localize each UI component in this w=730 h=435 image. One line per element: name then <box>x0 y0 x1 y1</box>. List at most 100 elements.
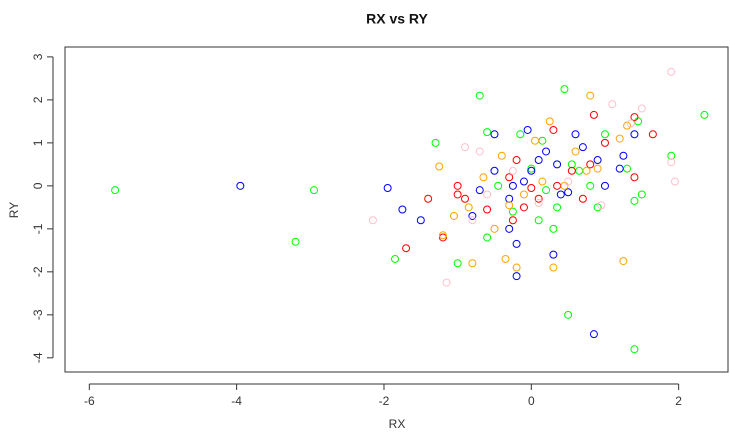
point <box>578 143 587 152</box>
point <box>623 164 632 173</box>
point <box>368 216 377 225</box>
point <box>630 113 639 122</box>
point <box>527 164 536 173</box>
point <box>549 263 558 272</box>
point <box>615 134 624 143</box>
x-tick-label: -6 <box>84 394 95 408</box>
point <box>549 224 558 233</box>
point <box>553 203 562 212</box>
point <box>549 125 558 134</box>
point <box>534 156 543 165</box>
y-tick-label: -1 <box>31 223 45 234</box>
point <box>560 181 569 190</box>
point <box>483 205 492 214</box>
point <box>667 158 676 167</box>
point <box>582 166 591 175</box>
point <box>402 244 411 253</box>
point <box>597 201 606 210</box>
point <box>483 233 492 242</box>
point <box>586 181 595 190</box>
point <box>567 160 576 169</box>
point <box>619 151 628 160</box>
point <box>398 205 407 214</box>
point <box>449 211 458 220</box>
point <box>461 194 470 203</box>
point <box>600 130 609 139</box>
point <box>490 224 499 233</box>
point <box>435 162 444 171</box>
point <box>593 164 602 173</box>
point <box>571 147 580 156</box>
point <box>490 166 499 175</box>
point <box>453 181 462 190</box>
point <box>505 224 514 233</box>
point <box>111 186 120 195</box>
point <box>534 194 543 203</box>
x-axis-label: RX <box>389 417 406 431</box>
point <box>479 173 488 182</box>
point <box>578 194 587 203</box>
point <box>700 110 709 119</box>
point <box>512 272 521 281</box>
point <box>593 156 602 165</box>
point <box>626 119 635 128</box>
point <box>442 278 451 287</box>
point <box>637 104 646 113</box>
point <box>615 164 624 173</box>
point <box>534 216 543 225</box>
point <box>530 136 539 145</box>
point <box>468 259 477 268</box>
x-tick-label: 0 <box>528 394 535 408</box>
point <box>637 190 646 199</box>
point <box>512 239 521 248</box>
point <box>564 188 573 197</box>
point <box>542 147 551 156</box>
point <box>527 166 536 175</box>
point <box>564 310 573 319</box>
y-tick-label: 0 <box>31 182 45 189</box>
x-tick-label: -4 <box>231 394 242 408</box>
point <box>505 201 514 210</box>
point <box>391 254 400 263</box>
point <box>501 254 510 263</box>
point <box>497 151 506 160</box>
point <box>505 194 514 203</box>
y-tick-label: 2 <box>31 96 45 103</box>
point <box>586 91 595 100</box>
point <box>630 196 639 205</box>
point <box>523 125 532 134</box>
point <box>475 186 484 195</box>
point <box>670 177 679 186</box>
point <box>475 91 484 100</box>
point <box>538 136 547 145</box>
y-tick-label: -3 <box>31 309 45 320</box>
point <box>508 166 517 175</box>
point <box>560 85 569 94</box>
point <box>553 160 562 169</box>
point <box>453 259 462 268</box>
point <box>483 190 492 199</box>
point <box>490 130 499 139</box>
x-tick-label: -2 <box>379 394 390 408</box>
point <box>508 216 517 225</box>
point <box>630 345 639 354</box>
point <box>619 257 628 266</box>
point <box>589 330 598 339</box>
point <box>508 181 517 190</box>
point <box>527 184 536 193</box>
point <box>549 250 558 259</box>
point <box>438 231 447 240</box>
point <box>630 130 639 139</box>
point <box>575 166 584 175</box>
point <box>236 181 245 190</box>
point <box>468 211 477 220</box>
point <box>453 190 462 199</box>
y-tick-label: -4 <box>31 352 45 363</box>
point <box>483 128 492 137</box>
point <box>542 186 551 195</box>
y-tick-label: 3 <box>31 53 45 60</box>
point <box>508 207 517 216</box>
point <box>309 186 318 195</box>
point <box>567 166 576 175</box>
